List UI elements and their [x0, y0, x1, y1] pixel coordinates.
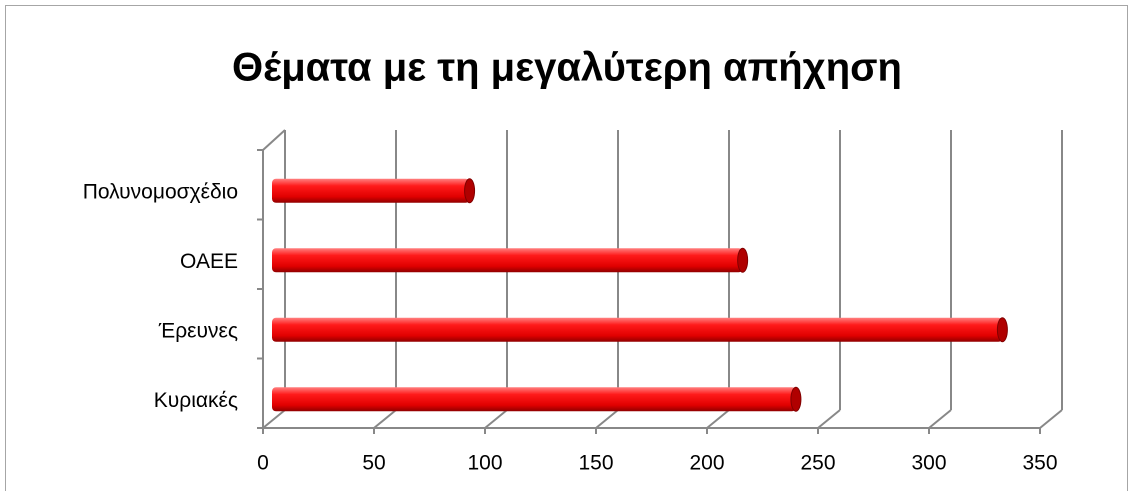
- bar-cap: [790, 386, 802, 412]
- bar: [272, 317, 1003, 342]
- grid-line-depth: [706, 409, 730, 429]
- y-tick-label: Κυριακές: [154, 389, 238, 412]
- x-tick-label: 100: [467, 452, 502, 475]
- x-tick-label: 250: [800, 452, 835, 475]
- x-tick-label: 200: [689, 452, 724, 475]
- grid-line-depth: [928, 409, 952, 429]
- y-tick-label: Πολυνομοσχέδιο: [83, 180, 238, 203]
- y-axis-depth: [262, 129, 286, 151]
- bar: [272, 387, 796, 412]
- bar-cap: [737, 247, 749, 273]
- x-tick-label: 50: [362, 452, 385, 475]
- chart-title: Θέματα με τη μεγαλύτερη απήχηση: [232, 46, 902, 90]
- bar: [272, 248, 743, 273]
- x-tick-label: 150: [578, 452, 613, 475]
- bar-cap: [996, 317, 1008, 343]
- grid-line-depth: [817, 409, 841, 429]
- grid-line-depth: [1039, 409, 1063, 429]
- grid-line-depth: [595, 409, 619, 429]
- y-tick-label: Έρευνες: [158, 319, 238, 342]
- y-tick-label: ΟΑΕΕ: [180, 250, 238, 273]
- bar: [272, 178, 470, 203]
- grid-line-depth: [484, 409, 508, 429]
- x-tick-label: 300: [911, 452, 946, 475]
- grid-line-depth: [373, 409, 397, 429]
- grid-line-depth: [262, 409, 286, 429]
- x-tick-label: 0: [257, 452, 269, 475]
- bar-cap: [464, 178, 476, 204]
- x-tick-label: 350: [1022, 452, 1057, 475]
